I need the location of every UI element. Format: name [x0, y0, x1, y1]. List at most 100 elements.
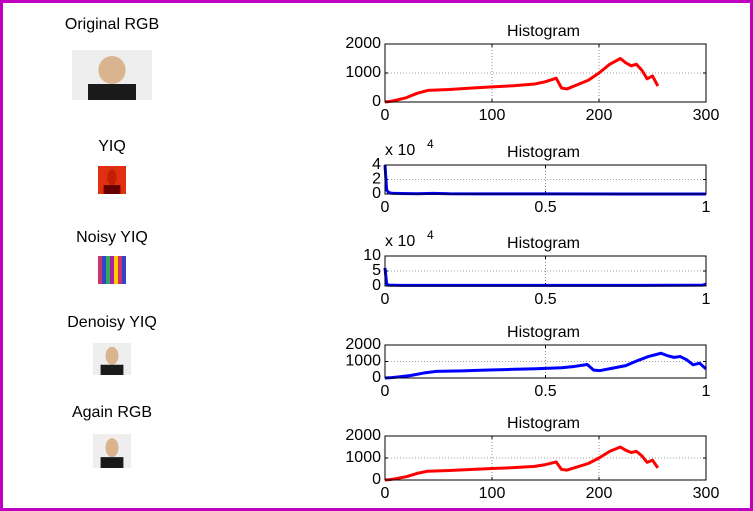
image-pixel: [122, 272, 126, 276]
image-pixel: [122, 264, 126, 268]
image-title: YIQ: [98, 138, 126, 155]
image-pixel: [102, 256, 106, 260]
image-face: [106, 347, 119, 365]
image-face: [106, 438, 119, 457]
image-pixel: [98, 280, 102, 284]
x-tick-label: 200: [586, 107, 613, 124]
chart-title: Histogram: [507, 23, 580, 40]
image-pixel: [114, 256, 118, 260]
y-tick-label: 2000: [345, 35, 381, 52]
image-body: [101, 365, 124, 375]
x-tick-label: 200: [586, 485, 613, 502]
image-pixel: [102, 264, 106, 268]
image-pixel: [102, 268, 106, 272]
image-pixel: [98, 256, 102, 260]
y-multiplier: x 10: [385, 233, 415, 250]
image-title: Again RGB: [72, 404, 152, 421]
image-pixel: [122, 280, 126, 284]
x-tick-label: 0.5: [534, 383, 556, 400]
y-tick-label: 4: [372, 156, 381, 173]
y-tick-label: 2000: [345, 336, 381, 353]
image-pixel: [110, 264, 114, 268]
image-pixel: [110, 272, 114, 276]
image-pixel: [98, 268, 102, 272]
image-pixel: [118, 276, 122, 280]
y-tick-label: 1000: [345, 353, 381, 370]
x-tick-label: 0.5: [534, 199, 556, 216]
y-tick-label: 2: [372, 171, 381, 188]
image-pixel: [98, 260, 102, 264]
image-pixel: [114, 280, 118, 284]
image-pixel: [110, 268, 114, 272]
image-pixel: [114, 276, 118, 280]
image-pixel: [102, 276, 106, 280]
image-body: [88, 84, 136, 100]
x-tick-label: 0: [381, 199, 390, 216]
x-tick-label: 300: [693, 107, 720, 124]
image-pixel: [106, 276, 110, 280]
image-pixel: [122, 256, 126, 260]
image-title: Noisy YIQ: [76, 229, 148, 246]
chart-title: Histogram: [507, 324, 580, 341]
image-pixel: [122, 276, 126, 280]
x-tick-label: 0: [381, 107, 390, 124]
image-title: Denoisy YIQ: [67, 314, 157, 331]
image-pixel: [118, 280, 122, 284]
y-multiplier-exponent: 4: [427, 137, 434, 151]
x-tick-label: 0: [381, 383, 390, 400]
image-body: [104, 185, 121, 194]
x-tick-label: 100: [479, 485, 506, 502]
y-multiplier-exponent: 4: [427, 228, 434, 242]
image-pixel: [122, 260, 126, 264]
image-pixel: [98, 276, 102, 280]
x-tick-label: 0.5: [534, 291, 556, 308]
image-pixel: [106, 260, 110, 264]
image-pixel: [106, 272, 110, 276]
y-tick-label: 2000: [345, 427, 381, 444]
image-pixel: [102, 260, 106, 264]
image-face: [98, 56, 125, 84]
image-pixel: [106, 264, 110, 268]
x-tick-label: 1: [702, 291, 711, 308]
image-pixel: [98, 264, 102, 268]
image-pixel: [114, 264, 118, 268]
figure: Original RGB YIQ Noisy YIQ Denoisy YIQ Again…: [0, 0, 753, 511]
image-pixel: [110, 256, 114, 260]
image-pixel: [118, 268, 122, 272]
x-tick-label: 0: [381, 291, 390, 308]
y-tick-label: 0: [372, 471, 381, 488]
y-tick-label: 0: [372, 277, 381, 294]
image-pixel: [110, 280, 114, 284]
image-pixel: [110, 260, 114, 264]
image-pixel: [106, 256, 110, 260]
image-pixel: [118, 260, 122, 264]
y-multiplier: x 10: [385, 142, 415, 159]
image-pixel: [98, 272, 102, 276]
x-tick-label: 100: [479, 107, 506, 124]
chart-title: Histogram: [507, 144, 580, 161]
image-face: [107, 169, 117, 185]
x-tick-label: 300: [693, 485, 720, 502]
y-tick-label: 0: [372, 369, 381, 386]
image-title: Original RGB: [65, 16, 159, 33]
y-tick-label: 10: [363, 247, 381, 264]
image-pixel: [122, 268, 126, 272]
image-pixel: [118, 256, 122, 260]
chart-title: Histogram: [507, 235, 580, 252]
image-pixel: [102, 280, 106, 284]
image-pixel: [102, 272, 106, 276]
y-tick-label: 1000: [345, 449, 381, 466]
x-tick-label: 1: [702, 383, 711, 400]
image-pixel: [106, 268, 110, 272]
image-pixel: [118, 264, 122, 268]
chart-title: Histogram: [507, 415, 580, 432]
y-tick-label: 5: [372, 262, 381, 279]
y-tick-label: 0: [372, 185, 381, 202]
image-pixel: [114, 268, 118, 272]
image-pixel: [106, 280, 110, 284]
x-tick-label: 0: [381, 485, 390, 502]
image-body: [101, 457, 124, 468]
image-pixel: [114, 260, 118, 264]
y-tick-label: 0: [372, 93, 381, 110]
y-tick-label: 1000: [345, 64, 381, 81]
